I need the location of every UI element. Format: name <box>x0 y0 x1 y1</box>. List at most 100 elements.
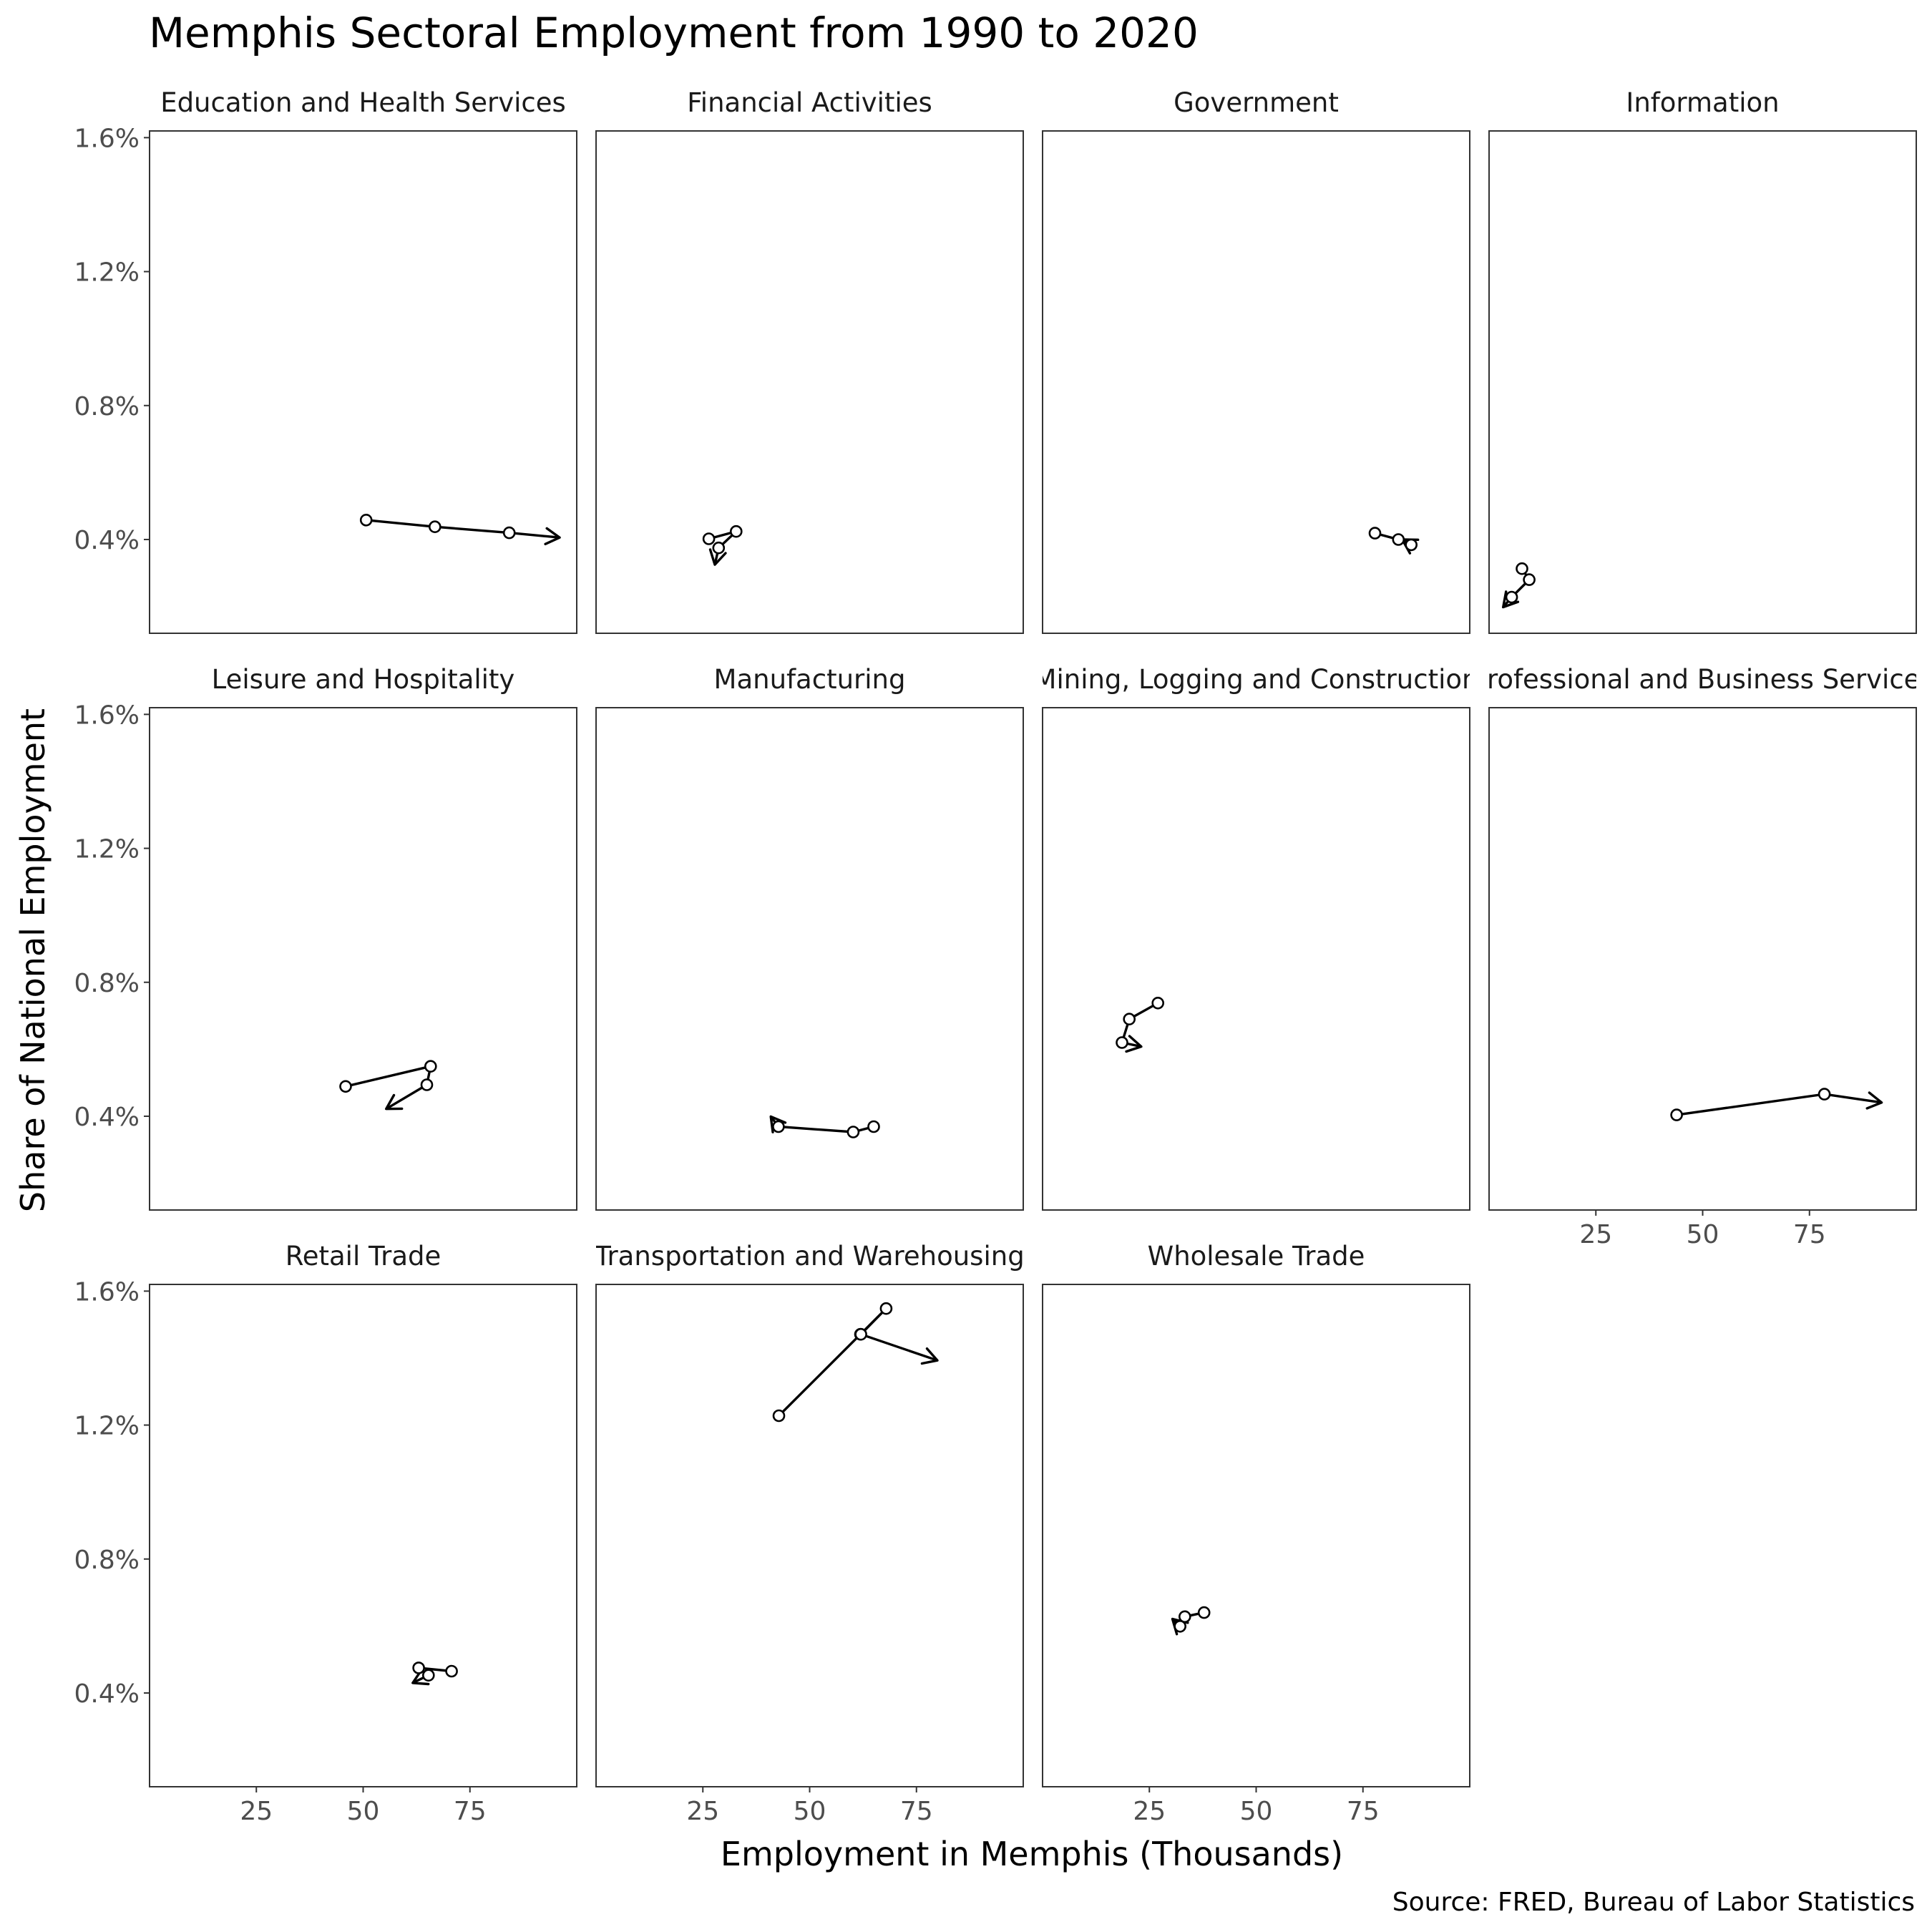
data-point <box>712 541 726 555</box>
data-point <box>1405 538 1418 552</box>
facet-strip-label: Information <box>1626 87 1779 118</box>
arrowhead <box>1865 1091 1883 1110</box>
data-point <box>1392 533 1405 546</box>
facet-strip-label: Financial Activities <box>687 87 932 118</box>
facet-leisure-and-hospitality: Leisure and Hospitality 0.4% 0.8% 1.2% 1.6% <box>74 664 577 1211</box>
data-point <box>428 520 441 534</box>
panel-border <box>1488 707 1917 1211</box>
arrowhead <box>1125 1035 1143 1053</box>
panel-border <box>1488 130 1917 634</box>
facet-manufacturing: Manufacturing <box>595 664 1024 1211</box>
data-point <box>847 1126 860 1138</box>
chart-title: Memphis Sectoral Employment from 1990 to… <box>149 9 1199 57</box>
arrowhead <box>411 1668 430 1686</box>
x-tick-label: 50 <box>1687 1220 1719 1249</box>
facet-panels: Education and Health Services 0.4% 0.8% 1.2… <box>74 87 1932 1826</box>
x-axis-title: Employment in Memphis (Thousands) <box>721 1835 1343 1873</box>
data-point <box>772 1409 786 1423</box>
data-point <box>854 1327 867 1341</box>
y-axis-title: Share of National Employment <box>14 708 52 1212</box>
facet-wholesale-trade: Wholesale Trade 25 50 75 <box>1042 1241 1470 1826</box>
facet-government: Government <box>1042 87 1470 634</box>
series-line-education-and-health-services <box>366 519 560 539</box>
panel-border <box>149 1284 577 1787</box>
facet-strip-label: Education and Health Services <box>160 87 566 118</box>
facet-strip-label: Transportation and Warehousing <box>594 1241 1024 1272</box>
y-tick-label: 1.2% <box>74 1412 140 1441</box>
data-point <box>339 1080 352 1093</box>
arrowhead <box>920 1347 939 1365</box>
data-point <box>412 1662 425 1674</box>
x-tick-label: 75 <box>454 1797 487 1826</box>
facet-professional-and-business-services: Professional and Business Services 25 50 75 <box>1471 664 1932 1249</box>
y-tick-label: 1.2% <box>74 835 140 864</box>
y-tick-label: 0.4% <box>74 1103 140 1132</box>
y-tick-label: 0.4% <box>74 1679 140 1709</box>
data-point <box>502 526 516 540</box>
data-point <box>1523 573 1536 586</box>
series-line-transportation-and-warehousing <box>778 1307 938 1417</box>
y-tick-label: 0.8% <box>74 392 140 421</box>
arrowhead <box>769 1115 787 1133</box>
facet-transportation-and-warehousing: Transportation and Warehousing 25 50 75 <box>594 1241 1024 1826</box>
y-tick-label: 1.6% <box>74 1277 140 1307</box>
data-point <box>1505 590 1518 604</box>
y-tick-label: 1.6% <box>74 124 140 153</box>
x-tick-label: 75 <box>1347 1797 1380 1826</box>
panel-border <box>1042 1284 1470 1787</box>
data-point <box>1123 1013 1136 1025</box>
data-point <box>359 513 373 527</box>
data-point <box>1174 1620 1186 1633</box>
facet-strip-label: Manufacturing <box>714 664 906 695</box>
panel-border <box>595 707 1024 1211</box>
series-line-information <box>1502 567 1531 608</box>
y-tick-label: 0.4% <box>74 526 140 555</box>
data-point <box>867 1120 880 1133</box>
facet-mining-logging-and-construction: Mining, Logging and Construction <box>1034 664 1479 1211</box>
y-tick-label: 0.8% <box>74 969 140 998</box>
x-tick-label: 25 <box>686 1797 719 1826</box>
facet-strip-label: Wholesale Trade <box>1148 1241 1365 1272</box>
facet-strip-label: Professional and Business Services <box>1471 664 1932 695</box>
data-point <box>1179 1610 1191 1624</box>
data-point <box>702 532 716 545</box>
data-point <box>1368 527 1382 540</box>
facet-education-and-health-services: Education and Health Services 0.4% 0.8% 1.2… <box>74 87 577 634</box>
y-tick-label: 0.8% <box>74 1546 140 1575</box>
data-point <box>1151 997 1164 1010</box>
y-tick-label: 1.6% <box>74 701 140 730</box>
x-tick-label: 50 <box>347 1797 380 1826</box>
panel-border <box>1042 130 1470 634</box>
arrowhead <box>385 1093 404 1111</box>
panel-border <box>149 707 577 1211</box>
series-line-leisure-and-hospitality <box>345 1064 433 1111</box>
source-caption: Source: FRED, Bureau of Labor Statistics <box>1392 1888 1915 1917</box>
panel-border <box>1042 707 1470 1211</box>
data-point <box>730 525 743 538</box>
arrowhead <box>1501 590 1520 609</box>
data-point <box>424 1060 437 1073</box>
panel-border <box>595 130 1024 634</box>
facet-financial-activities: Financial Activities <box>595 87 1024 634</box>
facet-strip-label: Mining, Logging and Construction <box>1034 664 1479 695</box>
data-point <box>1818 1088 1831 1101</box>
panel-border <box>595 1284 1024 1787</box>
series-line-professional-and-business-services <box>1676 1093 1882 1116</box>
series-line-financial-activities <box>708 530 737 565</box>
series-line-manufacturing <box>769 1116 874 1133</box>
data-point <box>879 1302 893 1315</box>
x-tick-label: 50 <box>794 1797 826 1826</box>
data-point <box>421 1669 435 1682</box>
panel-border <box>149 130 577 634</box>
data-point <box>1516 562 1528 575</box>
x-tick-label: 75 <box>1793 1220 1826 1249</box>
facet-strip-label: Government <box>1174 87 1339 118</box>
series-line-mining-logging-and-construction <box>1120 1002 1159 1048</box>
facet-retail-trade: Retail Trade 0.4% 0.8% 1.2% 1.6% 25 50 75 <box>74 1241 577 1826</box>
data-point <box>1116 1036 1128 1049</box>
x-tick-label: 25 <box>1579 1220 1612 1249</box>
data-point <box>772 1120 785 1133</box>
facet-strip-label: Leisure and Hospitality <box>212 664 515 695</box>
x-tick-label: 50 <box>1240 1797 1273 1826</box>
